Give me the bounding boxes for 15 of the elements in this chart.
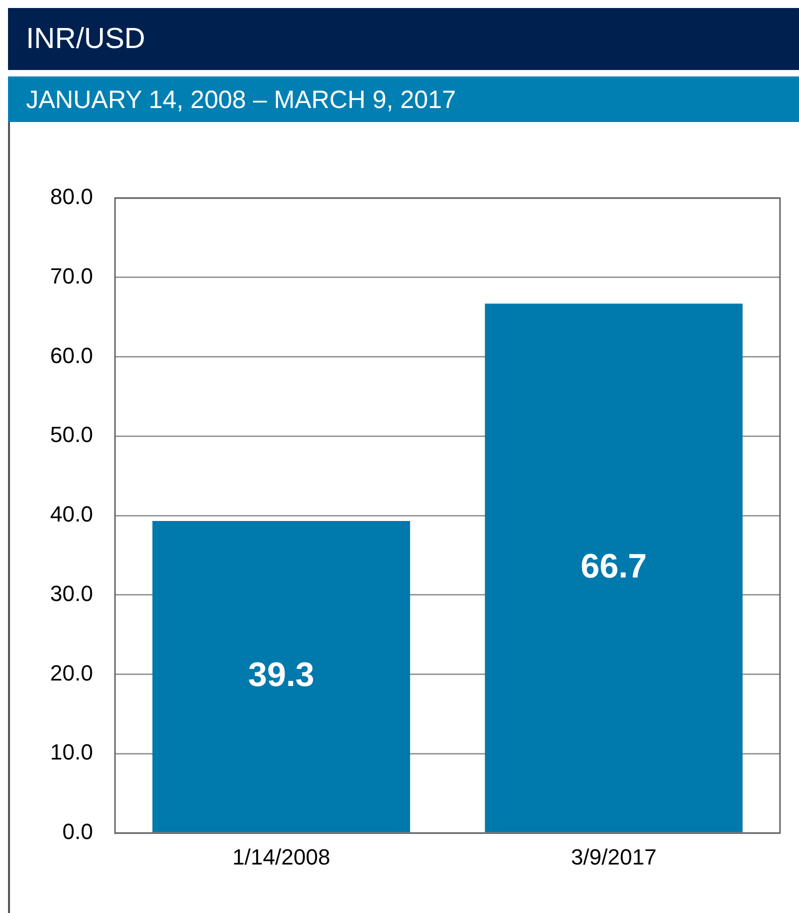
x-tick-label: 3/9/2017 bbox=[570, 844, 657, 870]
y-tick-label: 40.0 bbox=[50, 502, 93, 527]
data-label: 66.7 bbox=[580, 547, 647, 586]
y-tick-label: 10.0 bbox=[50, 740, 93, 765]
y-tick-label: 80.0 bbox=[50, 184, 93, 210]
y-tick-label: 20.0 bbox=[50, 660, 93, 686]
y-tick-label: 70.0 bbox=[50, 263, 93, 288]
y-tick-label: 0.0 bbox=[62, 819, 93, 844]
y-tick-label: 30.0 bbox=[50, 580, 93, 606]
data-label: 39.3 bbox=[248, 656, 314, 694]
y-tick-label: 60.0 bbox=[50, 342, 93, 368]
chart-title: INR/USD bbox=[8, 8, 799, 70]
y-tick-label: 50.0 bbox=[50, 422, 93, 448]
chart-subtitle: JANUARY 14, 2008 – MARCH 9, 2017 bbox=[8, 76, 799, 122]
x-tick-label: 1/14/2008 bbox=[232, 844, 330, 870]
